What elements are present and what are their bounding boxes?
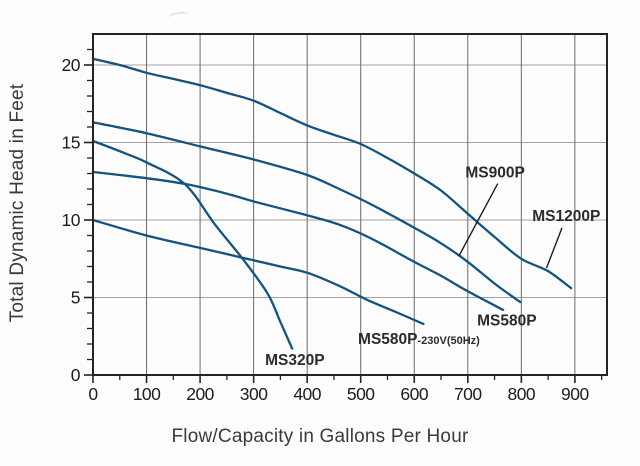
x-tick-label: 500 [347,384,375,404]
curve-label-MS1200P: MS1200P [532,208,600,225]
x-tick-label: 800 [507,384,535,404]
x-tick-label: 900 [561,384,589,404]
x-tick-label: 600 [400,384,428,404]
x-tick-label: 400 [293,384,321,404]
x-tick-label: 100 [133,384,161,404]
x-tick-label: 200 [186,384,214,404]
y-axis-title: Total Dynamic Head in Feet [7,83,28,323]
curve-MS580P-230V-50Hz- [91,218,425,326]
x-tick-label: 300 [240,384,268,404]
curve-label-MS900P: MS900P [465,165,524,182]
x-tick-label: 700 [454,384,482,404]
curve-label-MS320P: MS320P [265,352,324,369]
pointer-line-MS900P [458,183,499,257]
curve-label-MS580P-230V-50Hz-: MS580P-230V(50Hz) [358,331,480,348]
x-tick-label: 0 [88,384,98,404]
y-tick-label: 20 [62,55,81,75]
y-tick-label: 0 [71,365,81,385]
x-axis-title: Flow/Capacity in Gallons Per Hour [171,426,469,447]
curve-label-MS580P: MS580P [477,313,536,330]
curve-MS580P [91,170,505,312]
y-tick-label: 15 [62,133,80,153]
curve-MS900P [91,121,522,304]
pointer-line-MS1200P [545,227,563,269]
curve-MS1200P [91,57,573,290]
y-tick-label: 5 [71,288,80,308]
y-tick-label: 10 [62,210,81,230]
curve-MS320P [91,139,294,350]
